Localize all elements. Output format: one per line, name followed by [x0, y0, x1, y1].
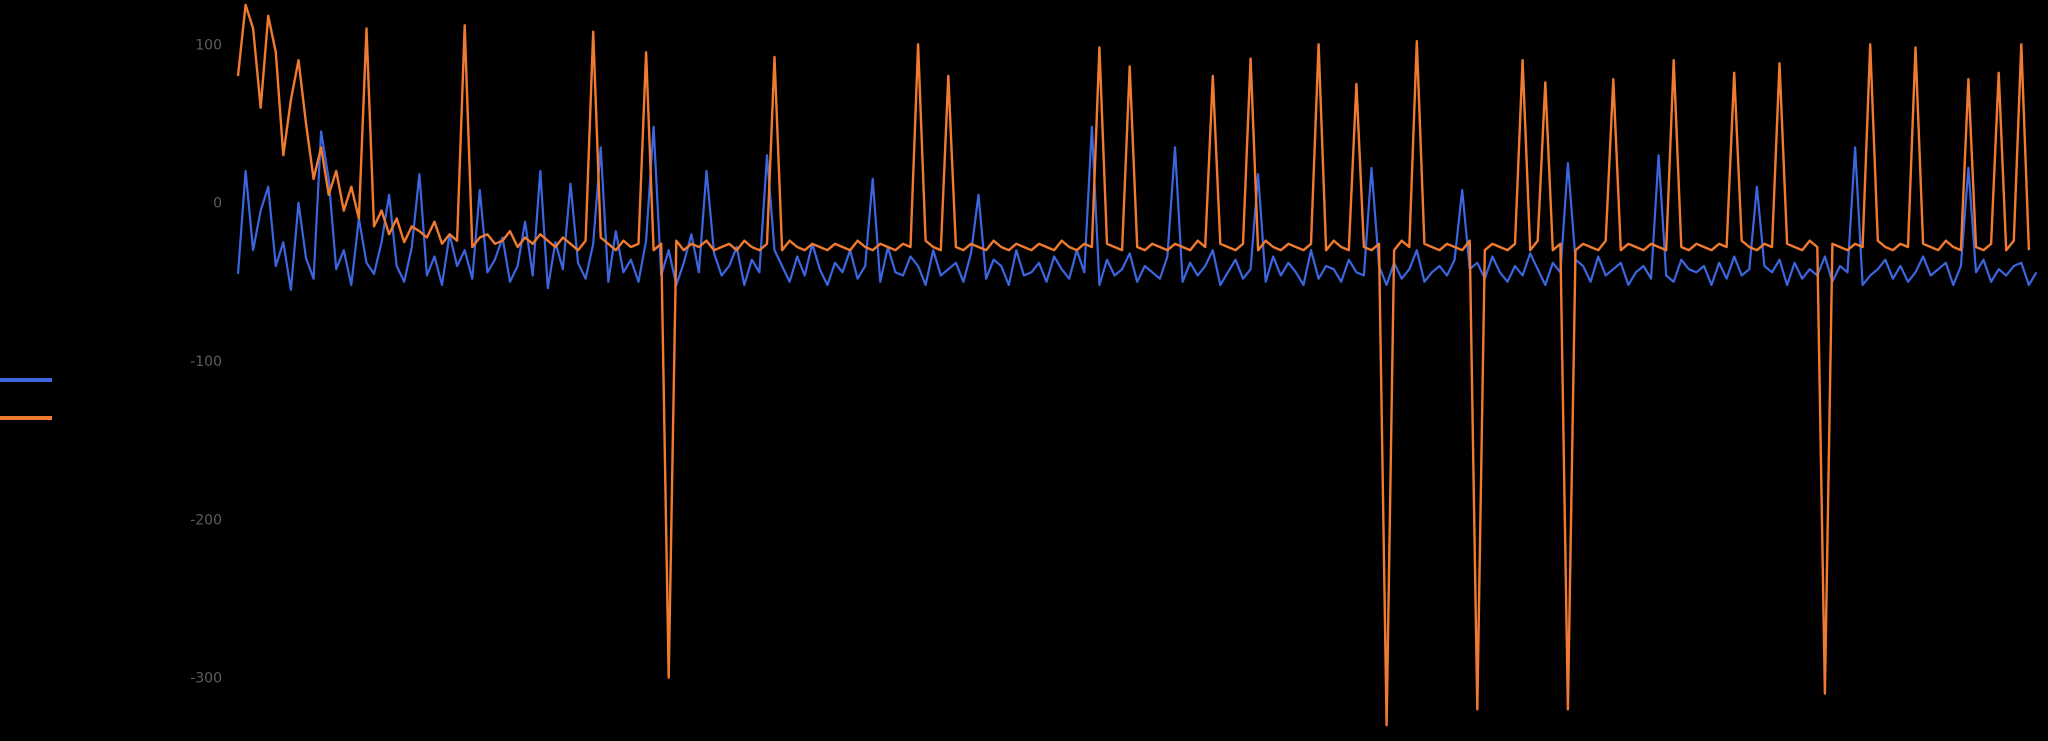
legend [0, 378, 52, 420]
y-tick-label: -100 [190, 354, 222, 370]
y-tick-label: 0 [213, 196, 222, 212]
series-line-1 [236, 125, 2038, 291]
series-line-2 [236, 3, 2031, 727]
y-tick-label: -300 [190, 671, 222, 687]
y-axis: 100 0 -100 -200 -300 [190, 37, 222, 686]
series-layer [236, 3, 2038, 727]
y-tick-label: 100 [195, 37, 222, 53]
y-tick-label: -200 [190, 512, 222, 528]
